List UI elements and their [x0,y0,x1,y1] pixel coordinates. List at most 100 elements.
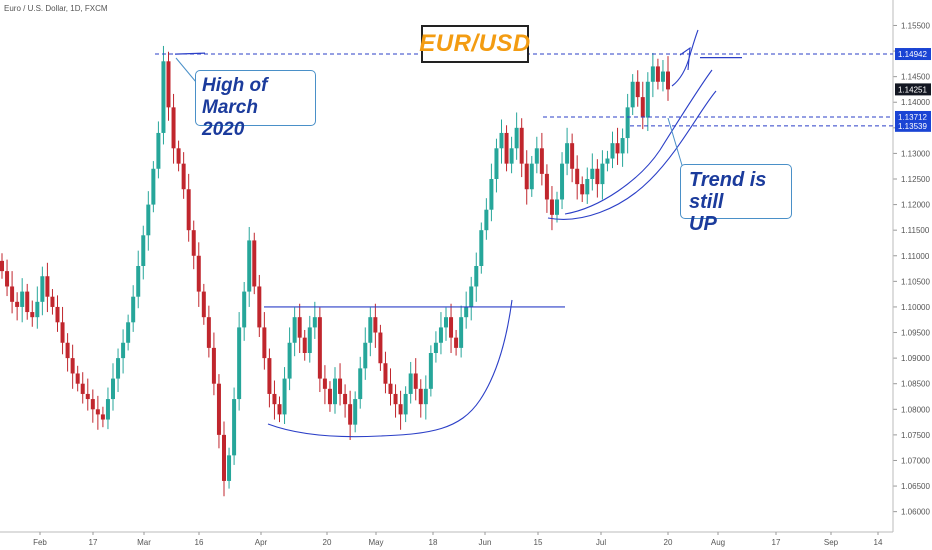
candle-body [529,163,534,190]
candle-body [176,148,181,164]
candle-body [489,179,494,210]
candle-body [65,342,70,359]
candle-body [474,266,479,287]
y-tick-label: 1.08000 [901,405,930,414]
y-tick-label: 1.09500 [901,329,930,338]
candle-body [111,378,115,400]
candle-body [292,317,297,343]
candle-body [257,286,262,328]
y-tick-label: 1.12500 [901,175,930,184]
candle-body [393,393,398,405]
candle-body [363,342,368,369]
candle-body [600,163,605,185]
x-tick-label: Aug [711,538,725,547]
candle-body [10,286,15,302]
candle-body [418,388,423,405]
callout-trend-line2: UP [689,213,717,235]
candle-body [666,71,670,90]
candle-body [514,127,519,149]
candle-body [141,235,146,266]
candle-body [161,61,166,133]
candle-body [348,404,353,425]
candle-body [408,373,413,394]
candle-body [307,327,312,353]
candle-body [237,327,242,400]
y-tick-label: 1.07000 [901,456,930,465]
y-tick-label: 1.12000 [901,201,930,210]
y-tick-label: 1.14000 [901,98,930,107]
inner-uptrend-curve [564,69,713,215]
candle-body [620,138,625,154]
candle-body [373,317,378,333]
candle-body [549,199,554,215]
candle-body [186,189,191,231]
candle-body [201,291,206,318]
candle-body [428,353,433,389]
candle-body [610,143,615,159]
y-tick-label: 1.08500 [901,380,930,389]
trend-curves [267,29,717,438]
x-tick-label: Jul [596,538,606,547]
candle-body [539,148,544,174]
candle-body [267,358,272,394]
candle-body [469,286,474,307]
x-tick-label: 16 [195,538,204,547]
candle-body [403,393,408,415]
candle-body [211,347,216,384]
x-tick-label: 14 [874,538,883,547]
high-pointer [175,57,197,83]
candle-body [625,107,630,139]
x-tick-label: 15 [534,538,543,547]
candle-body [25,291,30,313]
y-tick-label: 1.14500 [901,73,930,82]
price-label-bg [895,119,931,132]
trend-up-callout: Trend is still UP [680,164,792,235]
level-lines [155,52,893,308]
candle-body [484,209,489,231]
candle-body [262,327,267,359]
candle-body [660,71,665,82]
candle-body [232,399,237,456]
candle-body [196,255,201,292]
candle-body [191,230,196,256]
candle-body [297,317,302,338]
price-label: 1.13539 [898,122,927,131]
candle-body [388,383,393,394]
candle-body [630,81,635,108]
candle-body [383,363,388,384]
candle-body [423,388,428,405]
outer-uptrend-curve [547,90,717,220]
candle-body [368,317,373,343]
x-axis: Feb 17 Mar 16 Apr 20 May 18 Jun 15 Jul 20 Aug 17 Sep 14 [0,531,893,547]
candle-body [100,414,105,420]
candle-body [433,342,438,353]
x-tick-label: Jun [479,538,492,547]
chart-title-box: EUR/USD [419,25,530,63]
candle-body [146,204,151,236]
candle-body [454,337,459,348]
candle-body [650,66,655,82]
candle-body [242,291,247,328]
candle-body [156,132,161,169]
candle-body [499,132,504,149]
price-label: 1.13712 [898,113,927,122]
candle-body [534,148,539,164]
y-tick-label: 1.10500 [901,277,930,286]
y-tick-label: 1.07500 [901,431,930,440]
candle-body [353,399,358,425]
breakout-arrow-head [679,46,691,71]
price-label-bg [895,83,931,96]
candle-body [116,358,121,379]
candle-body [131,296,136,323]
candle-body [640,97,645,118]
callout-pointers [175,57,685,173]
march-high-marker [174,52,206,55]
y-tick-label: 1.10000 [901,303,930,312]
candle-body [166,61,171,108]
price-label-bg [895,48,931,61]
candle-body [247,240,252,292]
candle-body [70,358,75,374]
candle-body [338,378,343,394]
